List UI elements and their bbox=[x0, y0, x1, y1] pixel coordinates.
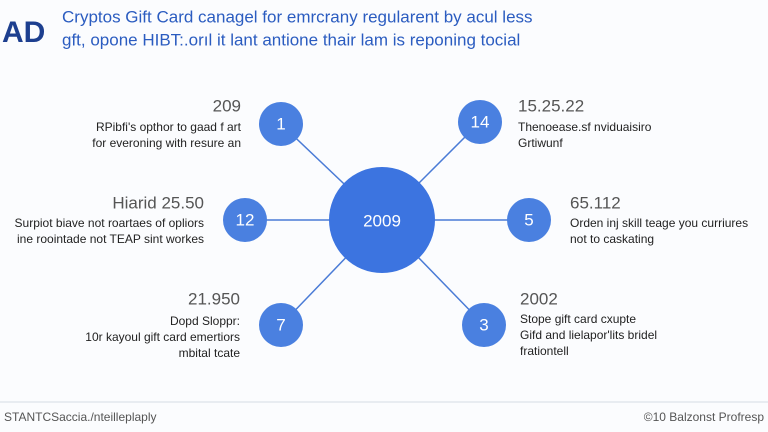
node-number: 1 bbox=[276, 114, 285, 133]
node-circle bbox=[462, 303, 506, 347]
node-text: mbital tcate bbox=[179, 346, 241, 360]
node-number: 12 bbox=[236, 210, 255, 229]
node-circle bbox=[259, 303, 303, 347]
node-heading: 65.112 bbox=[570, 193, 621, 212]
node-number: 7 bbox=[276, 315, 285, 334]
node-heading: 209 bbox=[213, 96, 241, 115]
node-text: RPibfi's opthor to gaad f art bbox=[96, 120, 242, 134]
node-text: ine roointade not TEAP sint workes bbox=[17, 232, 204, 246]
node-number: 3 bbox=[479, 315, 488, 334]
node-circle bbox=[507, 198, 551, 242]
node-text: Grtiwunf bbox=[518, 136, 563, 150]
node-number: 5 bbox=[524, 210, 533, 229]
node-text: not to caskating bbox=[570, 232, 654, 246]
node-circle bbox=[458, 100, 502, 144]
node-circle bbox=[223, 198, 267, 242]
node-text: Orden inj skill teage you curriures bbox=[570, 216, 748, 230]
node-text: Thenoease.sf nviduaisiro bbox=[518, 120, 652, 134]
node-text: Stope gift card cxupte bbox=[520, 312, 636, 326]
node-text: for everoning with resure an bbox=[92, 136, 241, 150]
center-label: 2009 bbox=[363, 211, 401, 230]
node-text: Gifd and lielapor'lits bridel bbox=[520, 328, 657, 342]
title-line: Cryptos Gift Card canagel for emrcrany r… bbox=[62, 7, 533, 26]
node-text: Dopd Slоppr: bbox=[170, 314, 240, 328]
node-text: frationtell bbox=[520, 344, 569, 358]
node-heading: 15.25.22 bbox=[518, 96, 584, 115]
node-heading: 21.950 bbox=[188, 289, 240, 308]
node-text: Surpiot biave not roartaes of opliors bbox=[15, 216, 204, 230]
logo: AD bbox=[2, 16, 45, 49]
node-heading: 2002 bbox=[520, 289, 558, 308]
center-circle bbox=[329, 167, 435, 273]
node-text: 10r kayoul gift card emertiors bbox=[85, 330, 240, 344]
node-heading: Hiarid 25.50 bbox=[112, 193, 204, 212]
footer-right: ©10 Balzonst Profresp bbox=[644, 410, 765, 424]
node-number: 14 bbox=[471, 112, 490, 131]
footer-left: STANTCSaccia./nteilleplaply bbox=[4, 410, 157, 424]
title-line: gft, opone HIBT:.orıl it lant antione th… bbox=[62, 30, 520, 49]
node-circle bbox=[259, 102, 303, 146]
